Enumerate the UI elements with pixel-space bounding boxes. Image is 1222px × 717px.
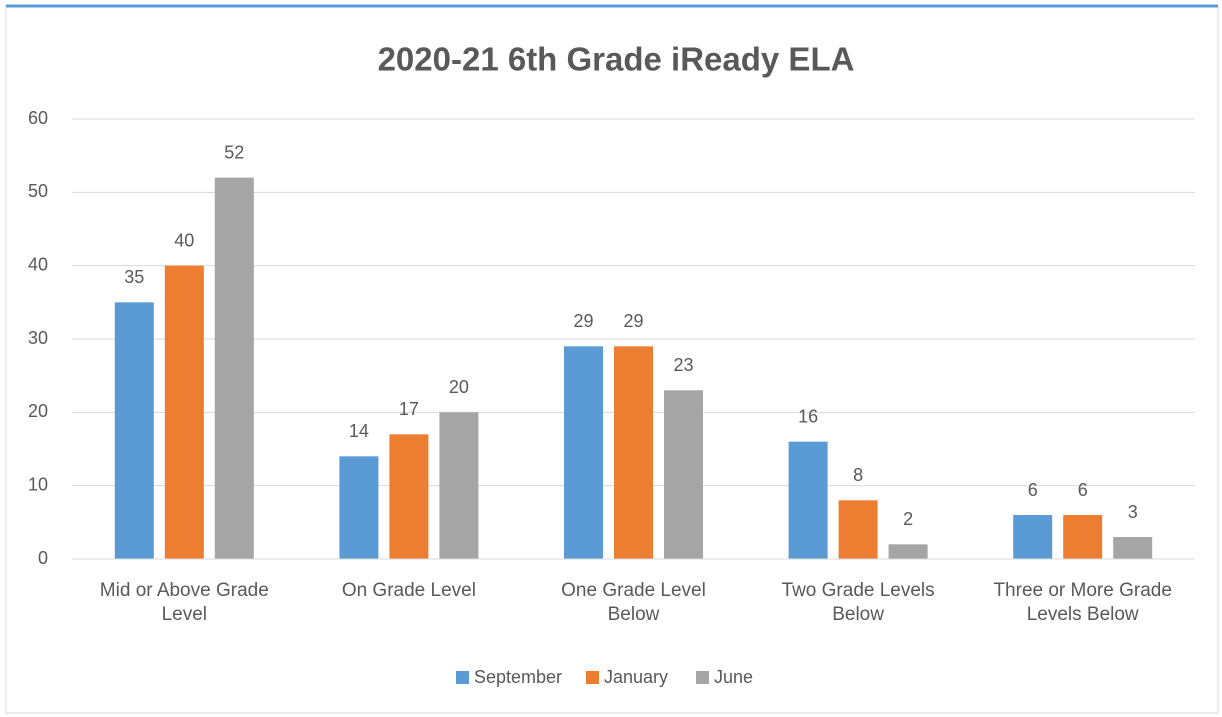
data-label: 20: [449, 377, 469, 397]
data-label: 8: [853, 465, 863, 485]
x-tick-label: On Grade Level: [341, 580, 476, 601]
y-tick-label: 60: [28, 108, 48, 128]
data-label: 29: [573, 311, 593, 331]
bar: [614, 346, 653, 559]
bar: [164, 265, 204, 559]
y-tick-label: 20: [28, 401, 48, 421]
y-tick-label: 30: [28, 328, 48, 348]
legend-swatch: [586, 671, 599, 684]
legend-label: September: [474, 667, 562, 687]
data-label: 14: [349, 421, 369, 441]
bar: [339, 456, 379, 559]
data-label: 29: [623, 311, 643, 331]
bar: [1063, 515, 1103, 559]
x-tick-label: Mid or Above Grade Level: [99, 580, 269, 625]
bar: [664, 390, 703, 559]
y-tick-label: 10: [28, 474, 48, 494]
data-label: 6: [1028, 480, 1038, 500]
bar: [1113, 537, 1153, 559]
bar: [439, 412, 479, 559]
bar: [788, 441, 828, 559]
y-tick-label: 40: [28, 254, 48, 274]
legend-swatch: [696, 671, 709, 684]
data-label: 17: [399, 399, 419, 419]
chart-frame: [5, 4, 1219, 714]
bar: [389, 434, 429, 559]
bar: [1013, 515, 1053, 559]
data-label: 52: [224, 142, 244, 162]
data-label: 6: [1078, 480, 1088, 500]
data-label: 2: [903, 509, 913, 529]
data-label: 35: [124, 267, 144, 287]
data-label: 40: [174, 230, 194, 250]
x-tick-label: Three or More Grade Levels Below: [993, 580, 1172, 625]
y-tick-label: 0: [38, 548, 48, 568]
chart-title: 2020-21 6th Grade iReady ELA: [378, 41, 855, 78]
x-tick-label: One Grade Level Below: [561, 580, 706, 625]
legend-label: June: [714, 667, 753, 687]
y-tick-label: 50: [28, 181, 48, 201]
x-tick-label: Two Grade Levels Below: [781, 580, 935, 625]
bar: [838, 500, 878, 559]
legend-swatch: [456, 671, 469, 684]
legend-label: January: [604, 667, 668, 687]
bar: [888, 544, 928, 559]
bar: [214, 177, 254, 559]
data-label: 16: [798, 406, 818, 426]
data-label: 3: [1128, 502, 1138, 522]
bar: [114, 302, 154, 559]
bar: [564, 346, 603, 559]
data-label: 23: [673, 355, 693, 375]
